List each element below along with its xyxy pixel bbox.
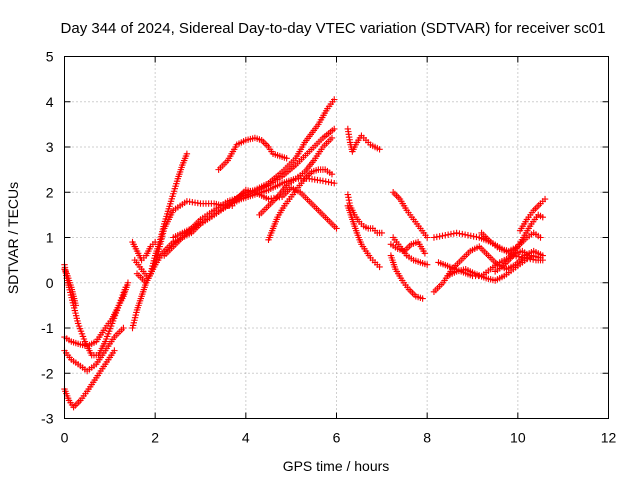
series-s5 <box>61 347 118 411</box>
series-s19 <box>389 189 431 241</box>
data-point <box>345 194 352 201</box>
series-s12 <box>215 134 290 173</box>
data-point <box>423 234 431 241</box>
data-point <box>419 295 426 302</box>
y-tick-label: 2 <box>46 184 54 200</box>
data-point <box>283 155 290 162</box>
data-point <box>72 302 80 309</box>
data-point <box>328 179 335 186</box>
data-point <box>333 225 340 232</box>
series-s29 <box>491 247 533 275</box>
series-s3 <box>61 279 132 350</box>
x-tick-label: 6 <box>333 430 341 446</box>
y-tick-label: 5 <box>46 49 54 65</box>
data-point <box>423 261 431 268</box>
y-tick-label: 0 <box>46 275 54 291</box>
series-s18 <box>344 202 383 271</box>
series-s16 <box>344 125 383 155</box>
data-point <box>444 231 452 238</box>
series-s22 <box>387 238 429 257</box>
data-point <box>325 178 332 186</box>
y-tick-label: -1 <box>41 320 54 336</box>
data-point <box>331 96 338 103</box>
data-point <box>421 250 429 257</box>
data-point <box>456 230 463 237</box>
y-tick-label: -2 <box>41 365 54 381</box>
data-point <box>378 229 386 237</box>
series-s13 <box>224 184 340 232</box>
y-axis-label: SDTVAR / TECUs <box>5 182 21 294</box>
data-point <box>124 279 132 286</box>
y-tick-label: 3 <box>46 139 54 155</box>
data-point <box>442 232 449 239</box>
plot-frame <box>64 56 609 419</box>
series-s15 <box>265 166 336 243</box>
data-point <box>328 170 336 178</box>
data-point <box>515 253 523 260</box>
y-tick-label: 1 <box>46 230 54 246</box>
x-tick-label: 12 <box>601 430 617 446</box>
data-point <box>111 347 118 354</box>
series-s4 <box>61 324 127 375</box>
data-point <box>537 254 544 262</box>
x-axis-label: GPS time / hours <box>283 458 390 474</box>
series-s2 <box>61 265 80 309</box>
y-tick-label: -3 <box>41 411 54 427</box>
data-point <box>525 252 533 259</box>
x-tick-label: 4 <box>242 430 250 446</box>
data-point <box>470 233 477 240</box>
series-s28 <box>516 195 549 234</box>
data-point <box>537 234 544 241</box>
data-point <box>459 230 466 238</box>
chart-title: Day 344 of 2024, Sidereal Day-to-day VTE… <box>61 20 606 37</box>
data-point <box>151 238 159 246</box>
data-point <box>183 150 191 157</box>
data-point <box>376 263 383 271</box>
data-point <box>319 177 327 185</box>
data-point <box>450 230 457 237</box>
x-tick-label: 2 <box>151 430 159 446</box>
y-tick-label: 4 <box>46 94 54 110</box>
data-point <box>376 146 383 153</box>
series-s11 <box>170 96 338 241</box>
data-point <box>447 230 455 238</box>
data-point <box>436 233 443 240</box>
data-point <box>322 178 329 185</box>
x-tick-label: 10 <box>510 430 526 446</box>
data-point <box>120 324 127 332</box>
data-point <box>331 125 338 133</box>
data-point <box>461 231 469 238</box>
data-point <box>541 195 549 203</box>
data-point <box>467 232 474 240</box>
data-point <box>328 134 336 142</box>
data-point <box>529 256 537 263</box>
data-point <box>430 234 438 241</box>
data-point <box>464 232 472 239</box>
x-tick-label: 0 <box>61 430 69 446</box>
data-point <box>473 233 480 241</box>
series-s7 <box>129 238 159 264</box>
data-point <box>331 180 338 187</box>
data-point <box>539 213 546 221</box>
grid <box>64 56 609 419</box>
data-point <box>453 229 460 237</box>
data-point <box>439 232 446 240</box>
series-s14 <box>256 134 336 219</box>
data-point <box>345 196 353 204</box>
series-s21 <box>387 252 426 302</box>
data-points <box>61 96 549 411</box>
data-point <box>518 254 525 261</box>
series-s27 <box>478 211 546 255</box>
series-s26 <box>435 229 544 280</box>
data-point <box>344 191 352 198</box>
series-s8 <box>131 198 236 282</box>
x-tick-label: 8 <box>423 430 431 446</box>
data-point <box>433 233 440 241</box>
